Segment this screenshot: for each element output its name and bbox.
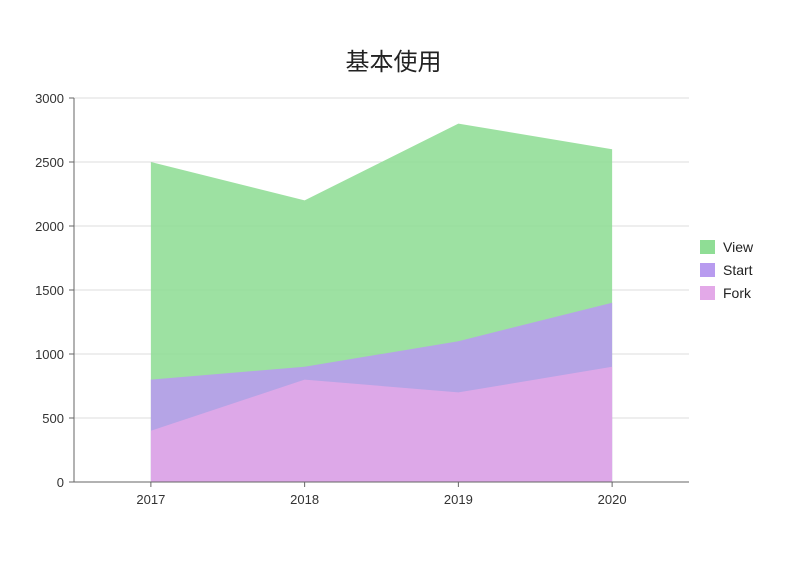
y-tick-label: 1000	[35, 347, 64, 362]
area-fork[interactable]	[150, 366, 613, 482]
legend-swatch	[700, 286, 715, 300]
legend-swatch	[700, 263, 715, 277]
y-tick-label: 500	[42, 411, 64, 426]
y-tick-label: 2500	[35, 155, 64, 170]
legend[interactable]: View Start Fork	[700, 239, 754, 301]
y-tick-label: 2000	[35, 219, 64, 234]
x-tick-label: 2020	[598, 492, 627, 507]
legend-swatch	[700, 240, 715, 254]
axes: 0 500 1000 1500 2000 2500 3000 2017 2018 2019 2020	[35, 91, 689, 507]
y-tick-label: 0	[57, 475, 64, 490]
legend-label: Fork	[723, 285, 752, 301]
x-tick-label: 2019	[444, 492, 473, 507]
area-series	[150, 123, 613, 482]
legend-item-start[interactable]: Start	[700, 262, 753, 278]
y-tick-label: 3000	[35, 91, 64, 106]
legend-label: Start	[723, 262, 753, 278]
x-tick-label: 2017	[136, 492, 165, 507]
x-tick-label: 2018	[290, 492, 319, 507]
y-tick-label: 1500	[35, 283, 64, 298]
legend-item-fork[interactable]: Fork	[700, 285, 752, 301]
legend-item-view[interactable]: View	[700, 239, 754, 255]
chart-title: 基本使用	[345, 48, 442, 76]
legend-label: View	[723, 239, 754, 255]
